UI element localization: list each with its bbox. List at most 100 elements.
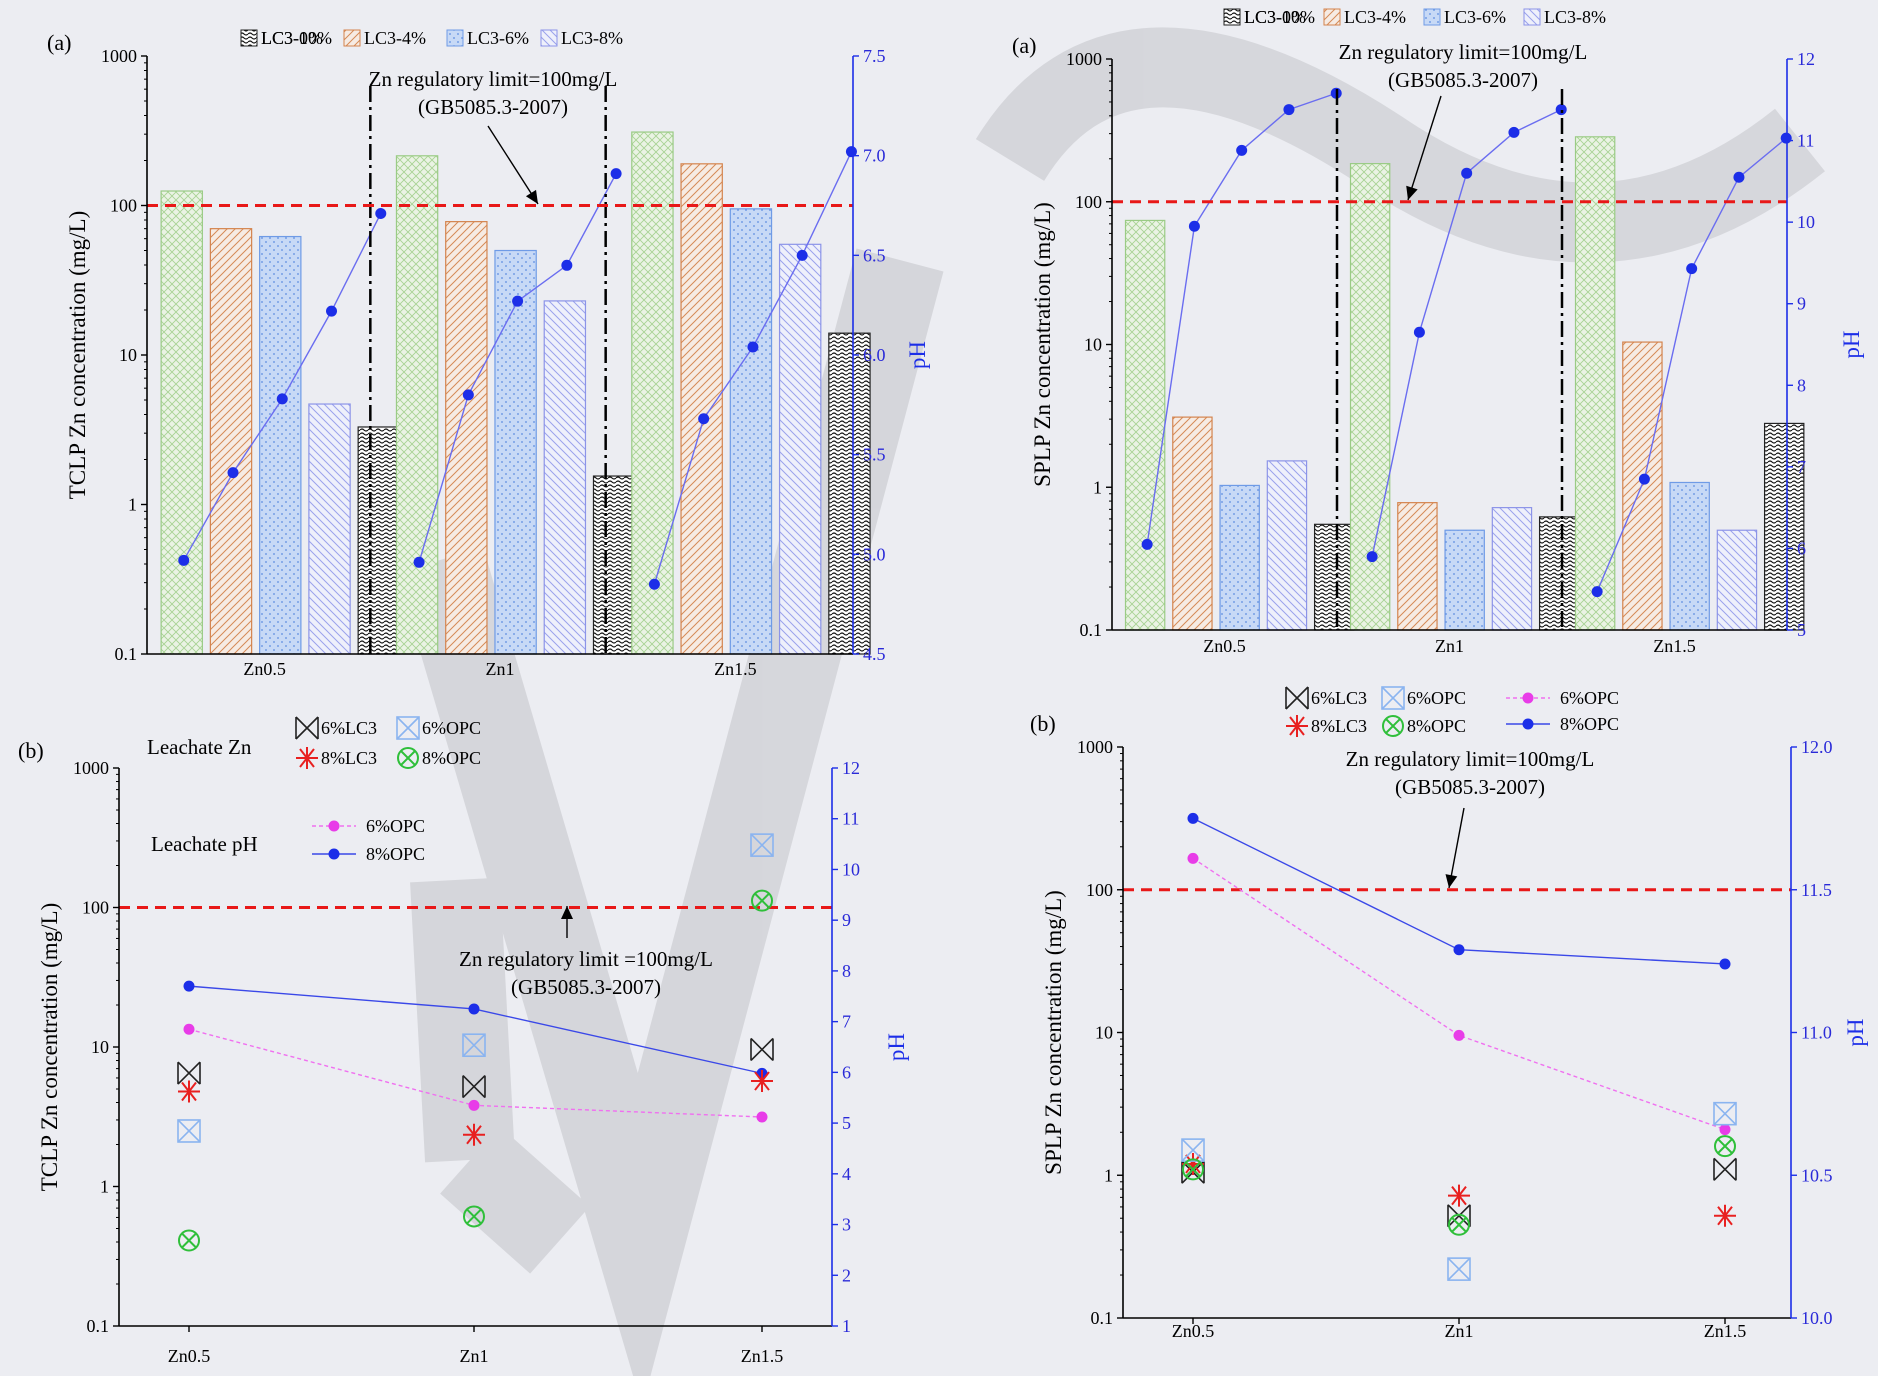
splp-bars-bar-Zn1-0 (1349, 163, 1391, 631)
splp-bars-bar-Zn1.5-4 (1763, 422, 1805, 631)
splp-scatter-annotation-arrowhead (1445, 874, 1458, 888)
splp-bars-bar-Zn1.5-2 (1669, 481, 1710, 631)
splp-scatter-xtick-label: Zn1.5 (1704, 1321, 1747, 1341)
splp-scatter-ylabel: SPLP Zn concentration (mg/L) (1041, 890, 1066, 1175)
tclp-bars-ph-point-Zn1.5-0 (648, 578, 660, 590)
tclp-bars-panel: (a) LC3-0% LC3-4% LC3-6% LC3-8% LC3-10% Zn0.5 Z… (47, 28, 930, 679)
splp-scatter-legend-marker-1 (1286, 715, 1308, 737)
tclp-bars-bar-Zn1-3 (543, 300, 587, 655)
splp-scatter-ytick-label: 10 (1095, 1023, 1113, 1043)
legend-swatch-3 (540, 29, 558, 47)
splp-scatter-legend-marker-2-x (1381, 686, 1405, 710)
splp-scatter-marker-0-1 (1447, 1204, 1471, 1228)
tclp-bars-bar-Zn1.5-1 (680, 163, 723, 655)
tclp-scatter-y2tick-label: 6 (842, 1062, 851, 1082)
splp-scatter-marker-1-2 (1714, 1204, 1736, 1227)
tclp-bars-bar-Zn0.5-1 (209, 228, 253, 655)
watermark-stroke (410, 877, 590, 1274)
tclp-bars-bar-Zn1.5-4 (828, 332, 871, 655)
splp-bars-bar-Zn1.5-3 (1716, 529, 1758, 631)
splp-bars-ph-point-Zn1-2 (1461, 167, 1473, 179)
splp-bars-ph-point-Zn1-4 (1555, 104, 1567, 116)
splp-scatter-xtick-label: Zn0.5 (1172, 1321, 1215, 1341)
tclp-bars-ph-point-Zn1.5-3 (796, 249, 808, 261)
splp-scatter-marker-3-2-x (1717, 1138, 1733, 1154)
tclp-scatter-ph-point-1-0 (183, 980, 195, 992)
tclp-bars-y2tick-label: 4.5 (863, 644, 886, 664)
splp-bars-ph-point-Zn0.5-0 (1141, 538, 1153, 550)
tclp-bars-y2label: pH (905, 341, 930, 369)
tclp-scatter-ytick-label: 100 (82, 898, 109, 918)
tclp-scatter-xtick-label: Zn1 (460, 1346, 489, 1366)
splp-scatter-ph-point-1-2 (1719, 958, 1731, 970)
tclp-scatter-legend-1: 8%LC3 (321, 748, 377, 768)
splp-bars-legend-2: LC3-6% (1444, 7, 1506, 27)
tclp-scatter-y2tick-label: 11 (842, 809, 859, 829)
legend-swatch-3 (1523, 8, 1541, 26)
splp-scatter-y2label: pH (1843, 1018, 1868, 1046)
tclp-bars-bar-Zn1-1 (445, 221, 488, 655)
tclp-bars-ph-point-Zn1-1 (462, 389, 474, 401)
splp-bars-legend-3: LC3-8% (1544, 7, 1606, 27)
splp-scatter-ytick-label: 100 (1086, 880, 1113, 900)
tclp-bars-legend-2: LC3-6% (467, 28, 529, 48)
splp-bars-y2tick-label: 8 (1797, 375, 1806, 395)
tclp-scatter-marker-2-0 (177, 1119, 201, 1143)
tclp-bars-bar-Zn0.5-0 (160, 190, 203, 655)
splp-bars-ytick-label: 1000 (1066, 49, 1102, 69)
splp-scatter-legend-0: 6%LC3 (1311, 688, 1367, 708)
splp-scatter-marker-2-0-x (1181, 1138, 1205, 1162)
splp-bars-ytick-label: 1 (1093, 477, 1102, 497)
splp-bars-ph-point-Zn1-3 (1508, 126, 1520, 138)
legend-swatch-2 (446, 29, 464, 47)
splp-bars-ylabel: SPLP Zn concentration (mg/L) (1030, 202, 1055, 487)
tclp-bars-legend-3: LC3-8% (561, 28, 623, 48)
splp-scatter-marker-2-2-x (1713, 1102, 1737, 1126)
tclp-scatter-y2tick-label: 5 (842, 1113, 851, 1133)
splp-scatter-legend-3: 8%OPC (1407, 716, 1466, 736)
tclp-scatter-y2tick-label: 4 (842, 1164, 851, 1184)
splp-bars-ph-point-Zn1.5-3 (1733, 171, 1745, 183)
tclp-scatter-legend-ph-dot-1 (328, 848, 340, 860)
tclp-scatter-legend-2: 6%OPC (422, 718, 481, 738)
tclp-scatter-marker-2-2 (750, 833, 774, 857)
tclp-bars-ph-point-Zn1-0 (413, 556, 425, 568)
tclp-bars-bar-Zn0.5-2 (259, 235, 302, 655)
tclp-bars-bar-Zn1-2 (494, 249, 537, 655)
splp-bars-y2tick-label: 5 (1797, 620, 1806, 640)
tclp-scatter-legend-marker-1 (296, 747, 318, 769)
splp-bars-annotation-2: (GB5085.3-2007) (1388, 68, 1538, 92)
splp-scatter-annotation-2: (GB5085.3-2007) (1395, 775, 1545, 799)
tclp-bars-legend-4: LC3-10% (261, 28, 332, 48)
splp-bars-y2tick-label: 6 (1797, 538, 1806, 558)
tclp-bars-annotation-arrowhead (525, 189, 538, 204)
tclp-bars-ph-point-Zn1-3 (561, 259, 573, 271)
splp-bars-ytick-label: 0.1 (1080, 620, 1103, 640)
tclp-scatter-legend-title-ph: Leachate pH (151, 832, 258, 856)
tclp-scatter-panel-label: (b) (18, 738, 44, 763)
tclp-bars-annotation-1: Zn regulatory limit=100mg/L (369, 67, 618, 91)
splp-bars-y2tick-label: 12 (1797, 49, 1815, 69)
tclp-scatter-legend-ph-1: 8%OPC (366, 844, 425, 864)
tclp-scatter-legend-marker-3 (397, 747, 419, 769)
splp-scatter-ph-point-0-2 (1719, 1124, 1731, 1136)
tclp-bars-bar-Zn1-4 (592, 475, 636, 655)
tclp-bars-y2tick-label: 7.5 (863, 46, 886, 66)
splp-scatter-marker-1-1 (1448, 1184, 1470, 1207)
tclp-scatter-y2tick-label: 8 (842, 961, 851, 981)
tclp-scatter-y2tick-label: 7 (842, 1012, 851, 1032)
tclp-bars-xtick-label: Zn0.5 (243, 659, 286, 679)
tclp-scatter-legend-3: 8%OPC (422, 748, 481, 768)
tclp-bars-ylabel: TCLP Zn concentration (mg/L) (65, 211, 90, 500)
splp-bars-legend-4: LC3-10% (1244, 7, 1315, 27)
tclp-scatter-marker-0-1 (462, 1075, 486, 1099)
tclp-scatter-legend-ph-0: 6%OPC (366, 816, 425, 836)
tclp-bars-bar-Zn0.5-4 (357, 426, 401, 655)
tclp-bars-ytick-label: 1 (128, 495, 137, 515)
tclp-scatter-legend-marker-2 (396, 716, 420, 740)
tclp-scatter-legend-0: 6%LC3 (321, 718, 377, 738)
splp-scatter-marker-3-1-x (1451, 1217, 1467, 1233)
tclp-bars-xtick-label: Zn1.5 (714, 659, 757, 679)
tclp-scatter-marker-3-2-x (754, 892, 770, 909)
tclp-scatter-ph-point-0-2 (756, 1111, 768, 1123)
